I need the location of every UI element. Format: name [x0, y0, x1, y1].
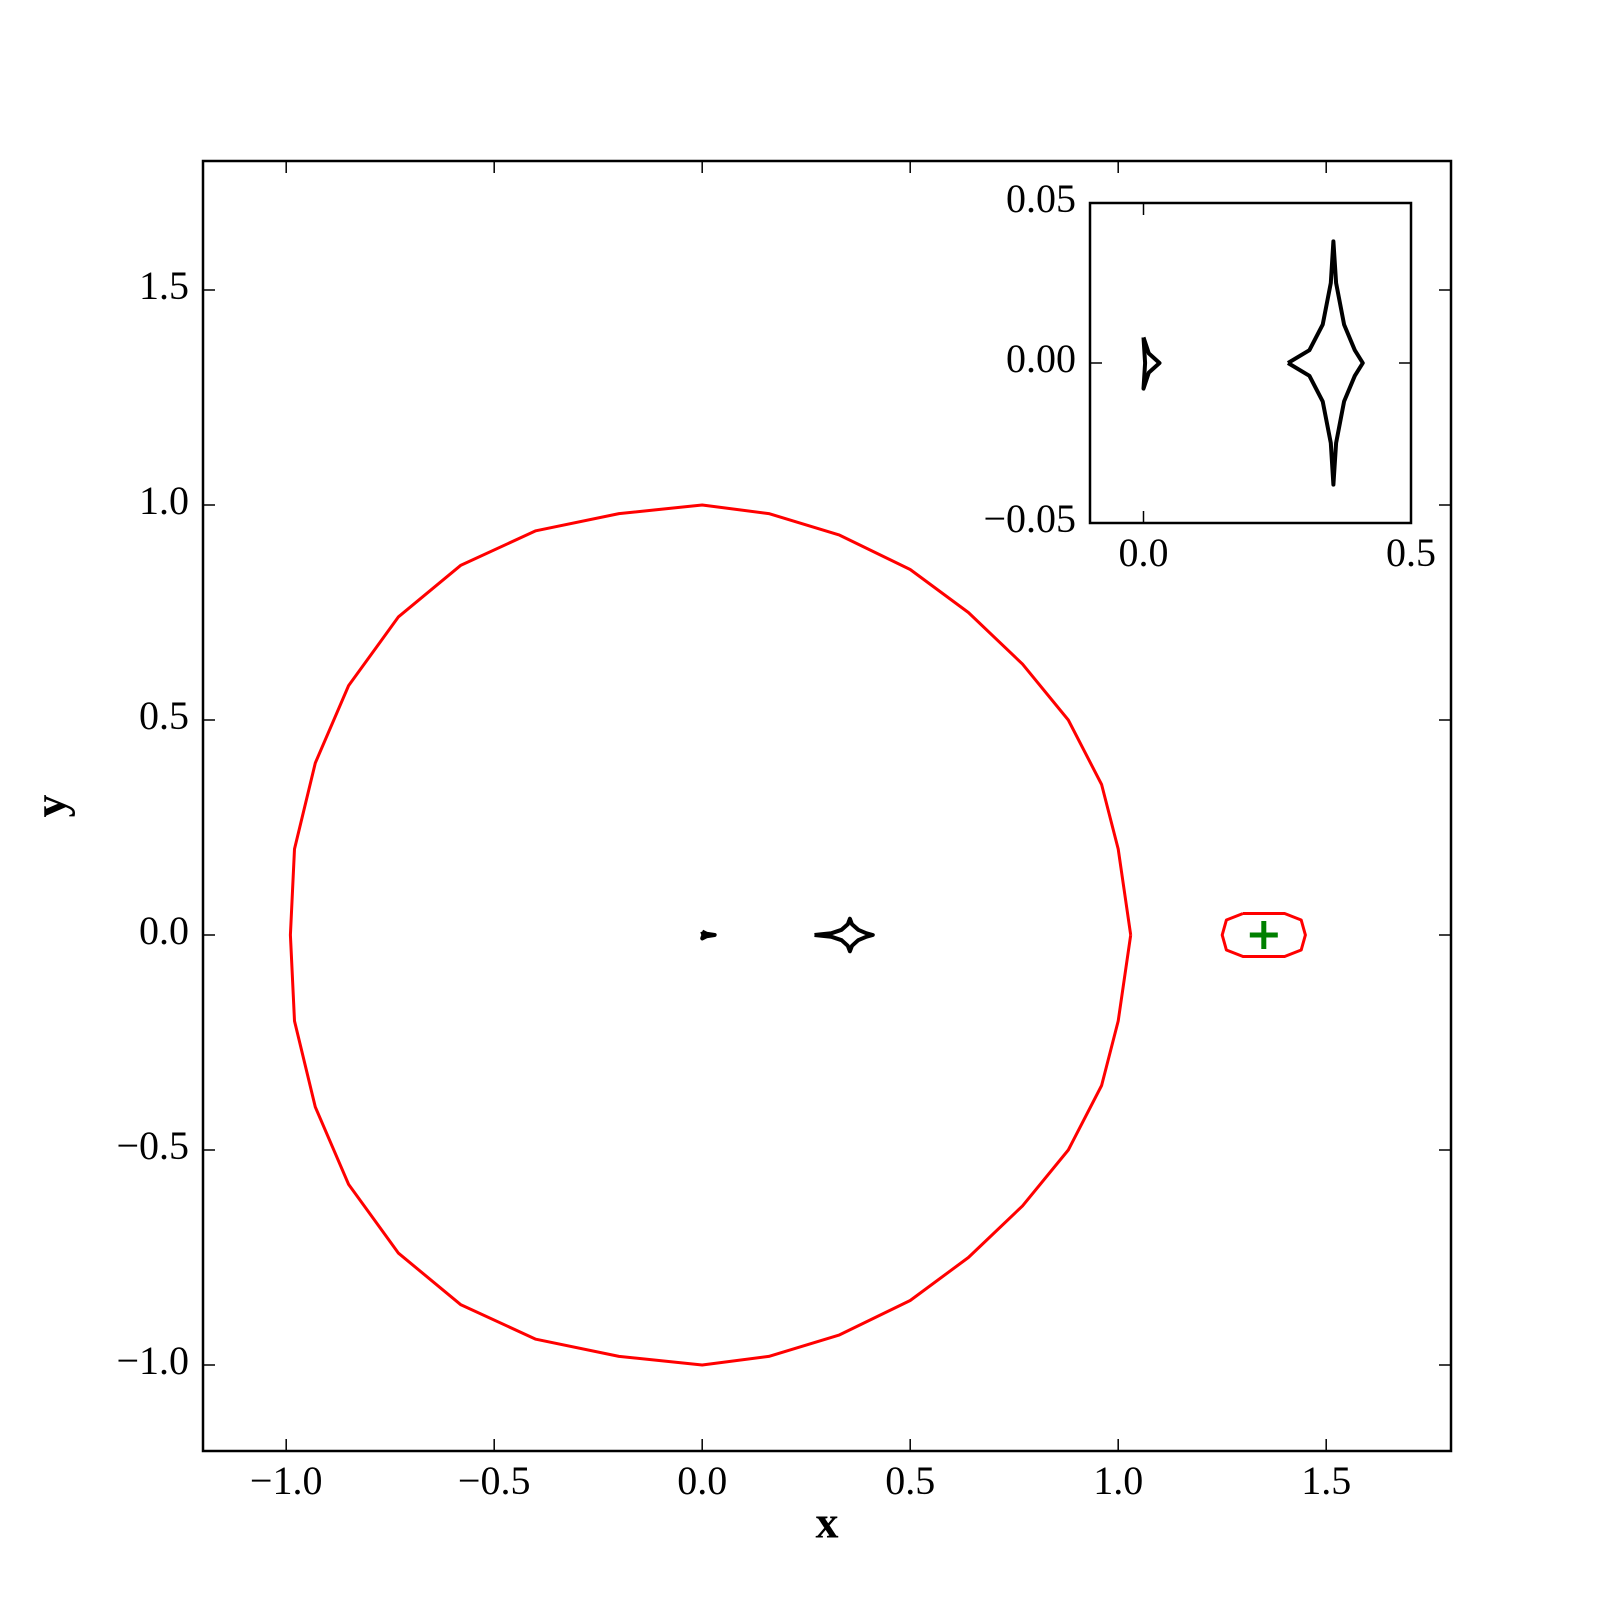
y-tick-label: 0.05	[1006, 176, 1076, 221]
curve	[1286, 239, 1365, 487]
y-tick-label: −1.0	[116, 1338, 189, 1383]
x-tick-label: 0.0	[1119, 530, 1169, 575]
y-axis-label: y	[25, 795, 76, 818]
curve	[1141, 336, 1162, 391]
x-tick-label: −1.0	[250, 1458, 323, 1503]
x-tick-label: 0.0	[677, 1458, 727, 1503]
x-tick-label: 0.5	[885, 1458, 935, 1503]
curve	[814, 916, 875, 954]
x-tick-label: 1.5	[1301, 1458, 1351, 1503]
y-tick-label: 1.0	[139, 478, 189, 523]
curve	[1220, 912, 1307, 958]
axes-frame	[201, 159, 1453, 1453]
y-tick-label: 0.00	[1006, 336, 1076, 381]
y-tick-label: 1.5	[139, 263, 189, 308]
marker	[1249, 921, 1278, 949]
x-tick-label: 0.5	[1386, 530, 1436, 575]
x-tick-label: 1.0	[1093, 1458, 1143, 1503]
x-tick-label: −0.5	[458, 1458, 531, 1503]
curve	[700, 929, 717, 941]
y-tick-label: −0.5	[116, 1123, 189, 1168]
y-tick-label: 0.0	[139, 908, 189, 953]
x-axis-label: x	[816, 1497, 839, 1548]
y-tick-label: −0.05	[983, 496, 1076, 541]
y-tick-label: 0.5	[139, 693, 189, 738]
curve	[288, 503, 1133, 1367]
